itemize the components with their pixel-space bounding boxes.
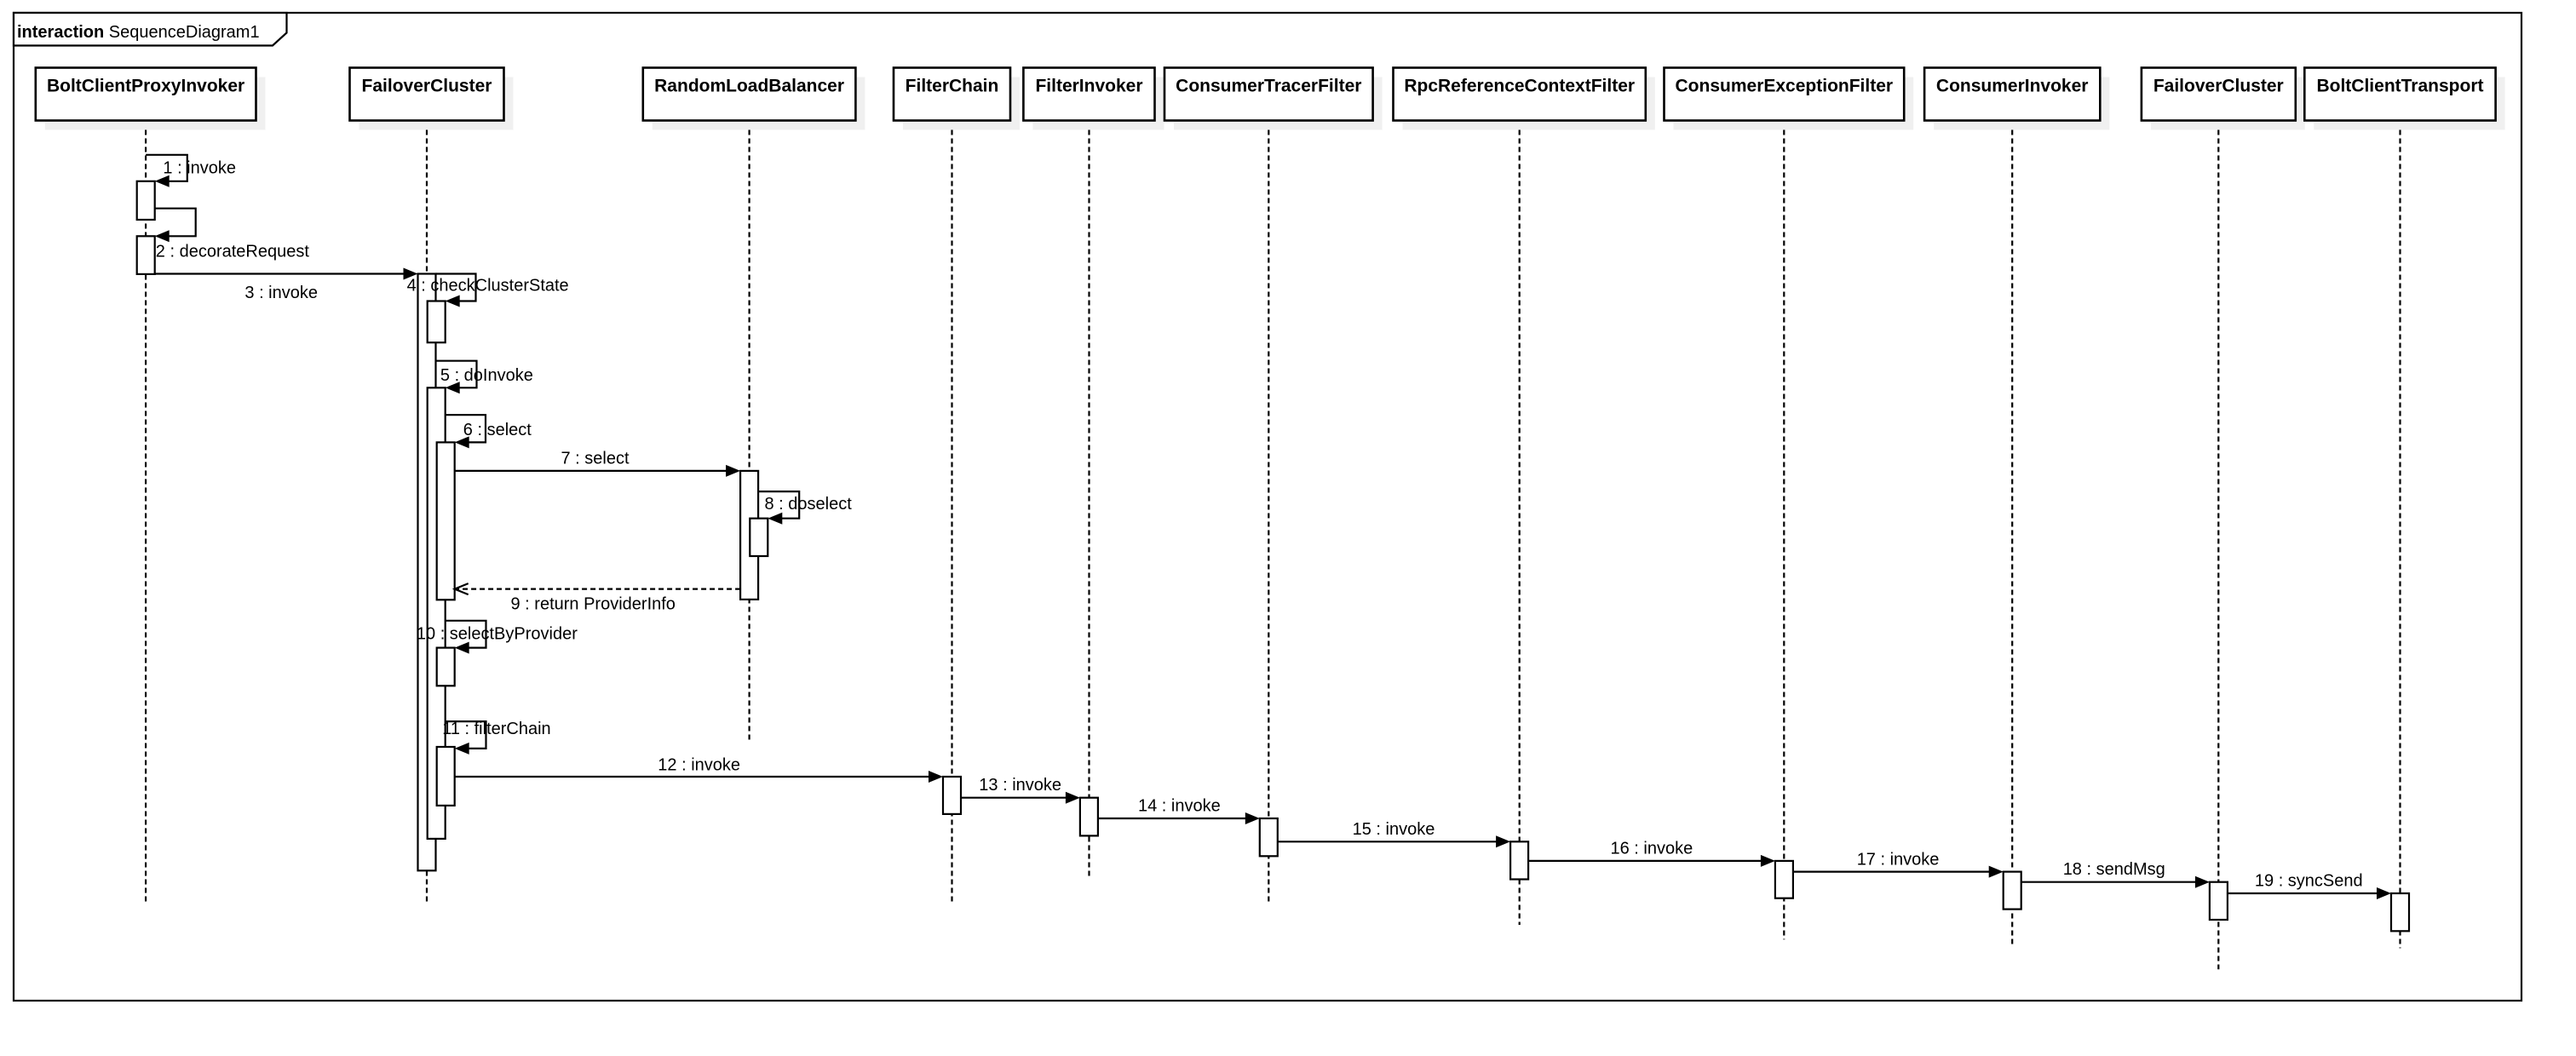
svg-text:8 : doselect: 8 : doselect <box>765 495 853 514</box>
svg-text:FailoverCluster: FailoverCluster <box>362 77 492 96</box>
svg-text:BoltClientTransport: BoltClientTransport <box>2316 77 2483 96</box>
svg-text:18 : sendMsg: 18 : sendMsg <box>2063 860 2165 879</box>
svg-text:7 : select: 7 : select <box>561 450 630 468</box>
svg-text:ConsumerInvoker: ConsumerInvoker <box>1936 77 2089 96</box>
svg-text:17 : invoke: 17 : invoke <box>1857 850 1940 869</box>
svg-text:FilterChain: FilterChain <box>906 77 999 96</box>
svg-text:BoltClientProxyInvoker: BoltClientProxyInvoker <box>47 77 244 96</box>
svg-text:19 : syncSend: 19 : syncSend <box>2255 872 2363 891</box>
svg-text:14 : invoke: 14 : invoke <box>1138 797 1221 816</box>
svg-text:9 : return ProviderInfo: 9 : return ProviderInfo <box>511 594 676 613</box>
svg-text:6 : select: 6 : select <box>463 421 532 439</box>
svg-text:RandomLoadBalancer: RandomLoadBalancer <box>654 77 844 96</box>
svg-text:interaction SequenceDiagram1: interaction SequenceDiagram1 <box>17 23 260 42</box>
svg-text:11 : filterChain: 11 : filterChain <box>442 720 550 738</box>
svg-text:10 : selectByProvider: 10 : selectByProvider <box>417 625 578 644</box>
svg-text:1 : invoke: 1 : invoke <box>163 159 236 178</box>
svg-text:ConsumerExceptionFilter: ConsumerExceptionFilter <box>1676 77 1894 96</box>
svg-text:FilterInvoker: FilterInvoker <box>1035 77 1142 96</box>
svg-text:5 : doInvoke: 5 : doInvoke <box>440 366 533 385</box>
svg-text:15 : invoke: 15 : invoke <box>1353 820 1435 839</box>
svg-text:4 : checkClusterState: 4 : checkClusterState <box>407 277 569 296</box>
svg-text:RpcReferenceContextFilter: RpcReferenceContextFilter <box>1404 77 1635 96</box>
svg-text:16 : invoke: 16 : invoke <box>1611 839 1693 858</box>
svg-text:12 : invoke: 12 : invoke <box>658 756 740 775</box>
svg-text:2 : decorateRequest: 2 : decorateRequest <box>156 243 310 261</box>
svg-text:ConsumerTracerFilter: ConsumerTracerFilter <box>1176 77 1361 96</box>
svg-text:13 : invoke: 13 : invoke <box>979 776 1061 795</box>
svg-text:FailoverCluster: FailoverCluster <box>2153 77 2284 96</box>
svg-text:3 : invoke: 3 : invoke <box>244 284 318 302</box>
